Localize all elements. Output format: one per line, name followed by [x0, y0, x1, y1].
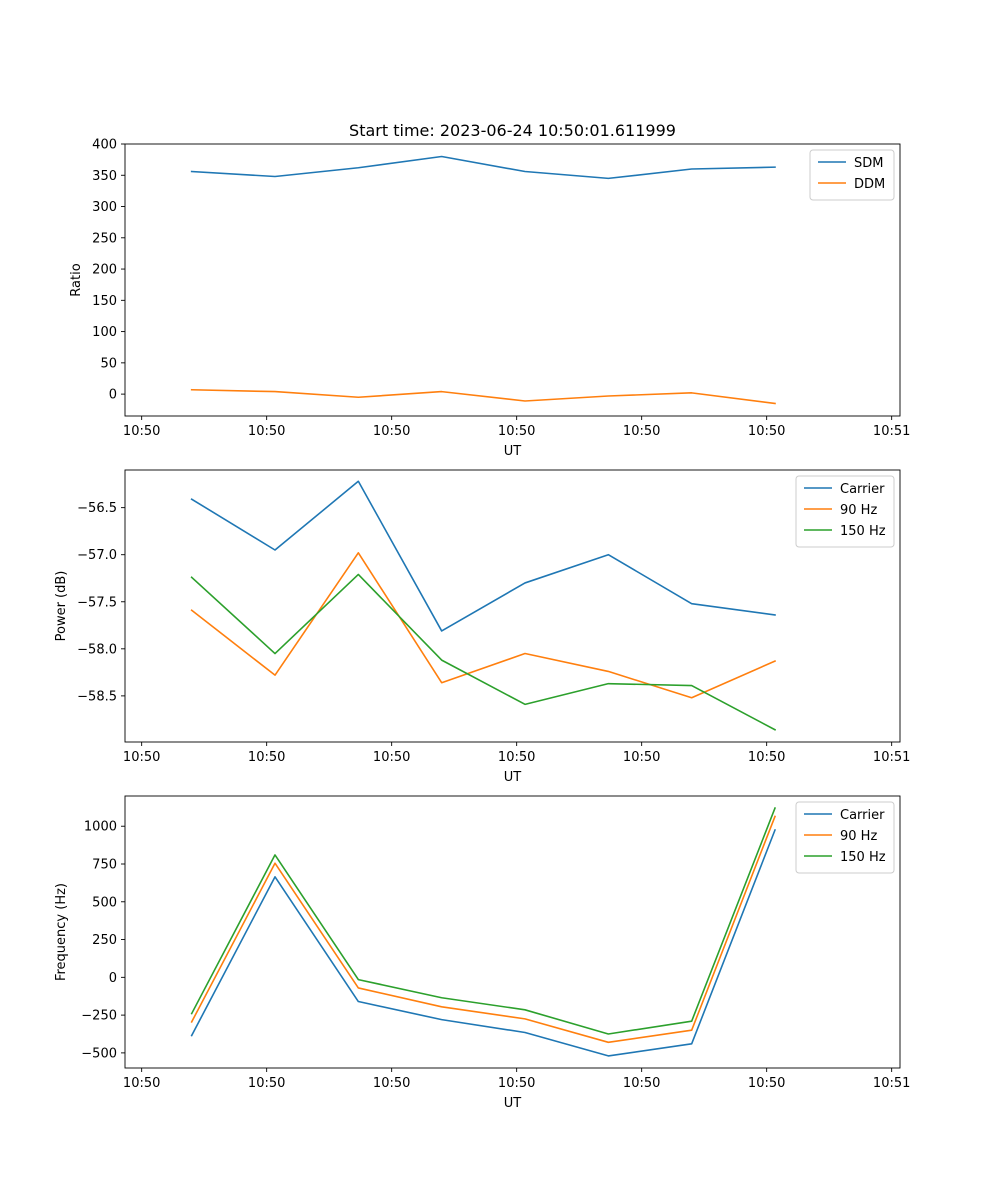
plot-area — [190, 155, 776, 405]
y-tick-label: 500 — [92, 895, 117, 910]
y-tick-label: 400 — [92, 138, 117, 153]
y-tick-label: 100 — [92, 325, 117, 340]
x-tick-label: 10:50 — [373, 750, 410, 765]
legend-label: SDM — [854, 156, 883, 171]
x-tick-label: 10:50 — [748, 1076, 785, 1091]
y-axis-label: Frequency (Hz) — [54, 883, 69, 981]
series-line-ddm — [190, 388, 776, 405]
y-tick-label: 1000 — [84, 820, 117, 835]
legend: Carrier 90 Hz 150 Hz — [795, 801, 895, 874]
legend-label: 90 Hz — [840, 503, 877, 518]
chart-panel-1: 10:50 10:50 10:50 10:50 10:50 10:50 10:51 0 50 10… — [69, 138, 910, 460]
y-tick-label: 0 — [109, 971, 117, 986]
x-tick-label: 10:50 — [123, 424, 160, 439]
y-tick-label: 200 — [92, 263, 117, 278]
x-tick-label: 10:50 — [748, 750, 785, 765]
x-tick-label: 10:50 — [248, 750, 285, 765]
y-tick-label: −57.0 — [77, 548, 117, 563]
x-tick-label: 10:50 — [248, 424, 285, 439]
legend-label: Carrier — [840, 482, 885, 497]
series-line-carrier — [190, 480, 776, 632]
x-tick-label: 10:51 — [873, 1076, 910, 1091]
y-tick-label: 300 — [92, 200, 117, 215]
x-tick-label: 10:50 — [248, 1076, 285, 1091]
axes-frame — [124, 795, 901, 1069]
y-tick-label: 250 — [92, 933, 117, 948]
legend-label: DDM — [854, 177, 885, 192]
figure-title: Start time: 2023-06-24 10:50:01.611999 — [349, 121, 676, 140]
y-tick-label: 50 — [100, 356, 117, 371]
legend: Carrier 90 Hz 150 Hz — [795, 475, 895, 548]
plot-area — [190, 807, 777, 1057]
x-axis-label: UT — [504, 1096, 522, 1111]
x-tick-label: 10:50 — [623, 424, 660, 439]
x-tick-label: 10:50 — [623, 1076, 660, 1091]
series-line-150-hz — [190, 573, 777, 731]
y-tick-label: −56.5 — [77, 501, 117, 516]
chart-panel-3: 10:50 10:50 10:50 10:50 10:50 10:50 10:51 −500 −… — [54, 795, 910, 1111]
chart-panel-2: 10:50 10:50 10:50 10:50 10:50 10:50 10:51 −58.5… — [54, 469, 910, 785]
y-axis-label: Power (dB) — [54, 571, 69, 642]
series-line-90-hz — [190, 815, 777, 1044]
series-line-carrier — [190, 828, 777, 1057]
axes-frame — [124, 143, 901, 417]
x-axis-label: UT — [504, 770, 522, 785]
y-tick-label: 150 — [92, 294, 117, 309]
y-tick-label: 350 — [92, 169, 117, 184]
y-tick-label: 750 — [92, 858, 117, 873]
y-tick-label: −58.5 — [77, 689, 117, 704]
y-tick-label: 0 — [109, 388, 117, 403]
legend-label: 150 Hz — [840, 524, 886, 539]
x-tick-label: 10:50 — [623, 750, 660, 765]
legend: SDM DDM — [809, 149, 895, 201]
plot-area — [190, 480, 777, 731]
y-tick-label: 250 — [92, 231, 117, 246]
y-tick-label: −500 — [81, 1046, 117, 1061]
axes-frame — [124, 469, 901, 743]
x-tick-label: 10:50 — [498, 750, 535, 765]
y-tick-label: −57.5 — [77, 595, 117, 610]
x-tick-label: 10:51 — [873, 750, 910, 765]
series-line-150-hz — [190, 807, 777, 1035]
y-tick-label: −58.0 — [77, 642, 117, 657]
x-tick-label: 10:50 — [498, 424, 535, 439]
x-tick-label: 10:50 — [748, 424, 785, 439]
x-tick-label: 10:50 — [123, 1076, 160, 1091]
series-line-90-hz — [190, 552, 777, 699]
series-line-sdm — [190, 155, 776, 180]
legend-label: 90 Hz — [840, 829, 877, 844]
x-tick-label: 10:50 — [373, 424, 410, 439]
y-axis-label: Ratio — [69, 263, 84, 296]
x-tick-label: 10:50 — [373, 1076, 410, 1091]
legend-label: 150 Hz — [840, 850, 886, 865]
legend-label: Carrier — [840, 808, 885, 823]
y-tick-label: −250 — [81, 1009, 117, 1024]
x-tick-label: 10:51 — [873, 424, 910, 439]
x-tick-label: 10:50 — [498, 1076, 535, 1091]
x-tick-label: 10:50 — [123, 750, 160, 765]
x-axis-label: UT — [504, 444, 522, 459]
panels: 10:50 10:50 10:50 10:50 10:50 10:50 10:51 0 50 10… — [54, 138, 910, 1112]
